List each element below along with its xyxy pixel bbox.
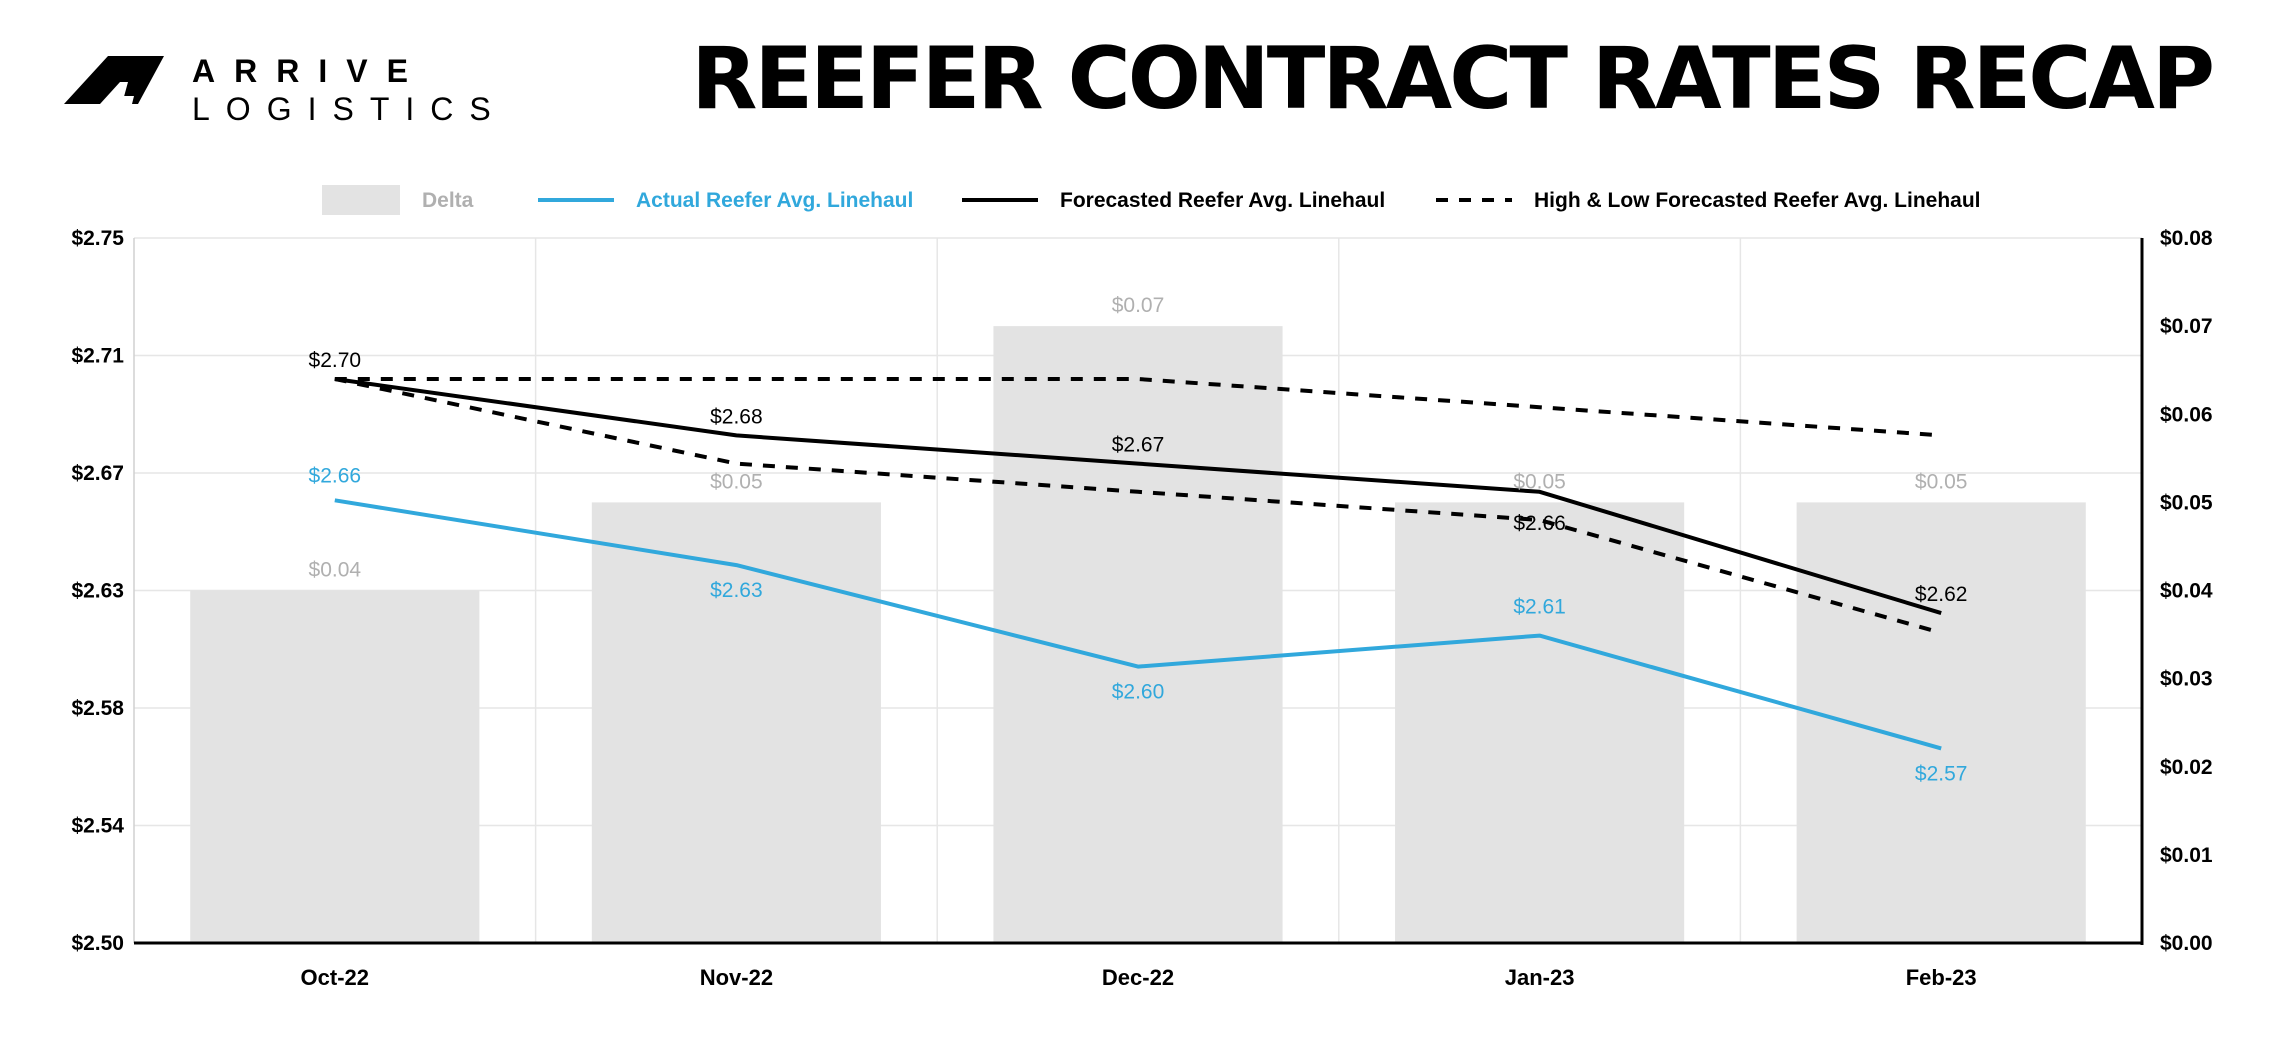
axes: $2.50 $2.54 $2.58 $2.63 $2.67 $2.71 $2.75 $0.00…	[71, 227, 2212, 990]
delta-bar-label: $0.05	[710, 470, 763, 493]
legend: Delta Actual Reefer Avg. Linehaul Forecast…	[322, 185, 1981, 215]
forecast-data-label: $2.67	[1112, 434, 1165, 457]
left-axis-tick-label: $2.67	[71, 462, 124, 485]
legend-label-delta: Delta	[422, 189, 474, 212]
delta-bar-label: $0.05	[1513, 470, 1566, 493]
logo-text-top: ARRIVE	[192, 53, 427, 89]
actual-data-label: $2.60	[1112, 681, 1165, 704]
right-axis-tick-label: $0.08	[2160, 227, 2213, 250]
legend-label-high-low: High & Low Forecasted Reefer Avg. Lineha…	[1534, 189, 1981, 212]
delta-bar	[190, 590, 480, 943]
right-axis-tick-label: $0.06	[2160, 403, 2213, 426]
x-axis-tick-label: Jan-23	[1505, 965, 1575, 990]
delta-bar	[993, 326, 1283, 943]
x-axis-tick-label: Oct-22	[301, 965, 369, 990]
actual-data-label: $2.61	[1513, 596, 1566, 619]
legend-label-actual: Actual Reefer Avg. Linehaul	[636, 189, 913, 212]
series-line-0	[334, 498, 1942, 751]
forecast-data-label: $2.62	[1915, 583, 1968, 606]
delta-bar	[1796, 502, 2086, 943]
left-axis-tick-label: $2.54	[71, 815, 124, 838]
series-lines	[334, 377, 1942, 751]
actual-data-label: $2.63	[710, 579, 763, 602]
left-axis-tick-label: $2.75	[71, 227, 124, 250]
right-axis-tick-label: $0.01	[2160, 844, 2213, 867]
series-line-3	[334, 377, 1942, 635]
legend-label-forecast: Forecasted Reefer Avg. Linehaul	[1060, 189, 1385, 212]
forecast-data-label: $2.70	[309, 349, 362, 372]
right-axis-tick-label: $0.07	[2160, 315, 2213, 338]
logo-mark-icon	[64, 56, 164, 104]
arrive-logistics-logo: ARRIVE LOGISTICS	[64, 53, 507, 127]
delta-bar-label: $0.05	[1915, 470, 1968, 493]
x-axis-tick-label: Dec-22	[1102, 965, 1174, 990]
forecast-data-label: $2.66	[1513, 512, 1566, 535]
actual-data-label: $2.57	[1915, 762, 1968, 785]
delta-bar	[1395, 502, 1685, 943]
x-axis-tick-label: Nov-22	[700, 965, 773, 990]
right-axis-tick-label: $0.02	[2160, 756, 2213, 779]
logo-text-bottom: LOGISTICS	[192, 91, 507, 127]
forecast-data-label: $2.68	[710, 405, 763, 428]
delta-bar	[591, 502, 881, 943]
delta-bar-label: $0.04	[309, 559, 362, 582]
series-line-2	[334, 377, 1942, 438]
legend-swatch-delta	[322, 185, 400, 215]
right-axis-tick-label: $0.04	[2160, 580, 2213, 603]
delta-bars	[190, 326, 2086, 943]
right-axis-tick-label: $0.05	[2160, 491, 2213, 514]
delta-bar-label: $0.07	[1112, 294, 1165, 317]
page-title: REEFER CONTRACT RATES RECAP	[691, 29, 2215, 129]
actual-data-label: $2.66	[309, 464, 362, 487]
left-axis-tick-label: $2.63	[71, 580, 124, 603]
right-axis-tick-label: $0.03	[2160, 668, 2213, 691]
left-axis-tick-label: $2.71	[71, 345, 124, 368]
data-labels: $0.04 $0.05 $0.07 $0.05 $0.05 $2.66 $2.63 $2.60…	[309, 294, 1968, 785]
series-line-1	[334, 377, 1942, 616]
left-axis-tick-label: $2.58	[71, 697, 124, 720]
x-axis-tick-label: Feb-23	[1906, 965, 1977, 990]
left-axis-tick-label: $2.50	[71, 932, 124, 955]
right-axis-tick-label: $0.00	[2160, 932, 2213, 955]
